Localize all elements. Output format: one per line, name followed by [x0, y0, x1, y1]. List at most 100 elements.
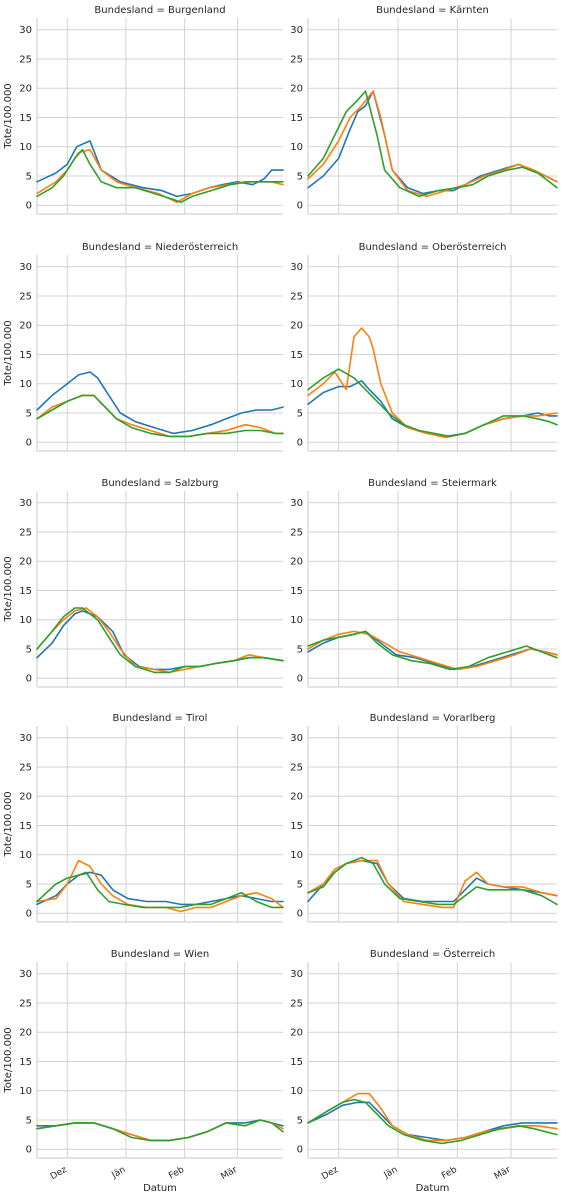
series-line-1 [36, 871, 284, 906]
y-tick-label: 30 [19, 498, 32, 509]
y-tick-label: 5 [297, 1115, 303, 1126]
y-tick-label: 20 [19, 792, 32, 803]
y-tick-label: 25 [19, 54, 32, 65]
x-tick-label: Dez [320, 1165, 340, 1182]
y-tick-label: 5 [297, 171, 303, 182]
y-tick-label: 30 [19, 969, 32, 980]
series-line-3 [36, 394, 284, 438]
y-tick-label: 30 [19, 25, 32, 36]
series-line-2 [307, 327, 558, 439]
y-tick-label: 25 [290, 998, 303, 1009]
series-line-3 [307, 90, 558, 198]
series-line-2 [307, 630, 558, 671]
series-line-3 [307, 1098, 558, 1145]
series-line-2 [307, 1092, 558, 1142]
y-tick-label: 30 [19, 262, 32, 273]
y-tick-label: 30 [290, 733, 303, 744]
y-tick-label: 15 [290, 821, 303, 832]
series-line-1 [307, 90, 558, 195]
series-line-1 [307, 1101, 558, 1142]
y-tick-label: 0 [297, 438, 303, 449]
y-tick-label: 10 [290, 1086, 303, 1097]
y-tick-label: 0 [26, 909, 32, 920]
y-axis-label: Tote/100.000 [3, 1027, 14, 1093]
series-line-1 [36, 371, 284, 435]
y-axis-label: Tote/100.000 [3, 556, 14, 622]
y-tick-label: 0 [26, 201, 32, 212]
y-tick-label: 0 [297, 1145, 303, 1156]
x-tick-label: Mär [493, 1165, 513, 1182]
y-tick-label: 10 [290, 379, 303, 390]
panel-title: Bundesland = Kärnten [376, 5, 489, 16]
series-line-3 [36, 871, 284, 909]
y-tick-label: 15 [19, 821, 32, 832]
y-tick-label: 15 [290, 586, 303, 597]
y-tick-label: 15 [19, 350, 32, 361]
y-tick-label: 10 [19, 615, 32, 626]
series-line-2 [36, 607, 284, 674]
panel-title: Bundesland = Wien [111, 949, 210, 960]
y-tick-label: 25 [19, 291, 32, 302]
y-tick-label: 20 [19, 84, 32, 95]
x-tick-label: Jän [382, 1165, 400, 1181]
y-tick-label: 15 [19, 113, 32, 124]
y-tick-label: 0 [297, 201, 303, 212]
series-line-3 [36, 1119, 284, 1142]
y-tick-label: 5 [297, 879, 303, 890]
series-line-3 [36, 607, 284, 674]
series-line-1 [36, 140, 284, 198]
y-tick-label: 20 [290, 792, 303, 803]
y-tick-label: 20 [19, 321, 32, 332]
y-tick-label: 5 [26, 1115, 32, 1126]
x-axis-label: Datum [143, 1183, 177, 1194]
x-tick-label: Mär [219, 1165, 239, 1182]
y-tick-label: 0 [26, 438, 32, 449]
y-tick-label: 25 [19, 762, 32, 773]
panel-title: Bundesland = Tirol [113, 713, 208, 724]
y-tick-label: 10 [290, 142, 303, 153]
y-tick-label: 25 [290, 527, 303, 538]
y-tick-label: 0 [297, 909, 303, 920]
y-tick-label: 20 [290, 1028, 303, 1039]
y-tick-label: 10 [19, 850, 32, 861]
y-tick-label: 30 [290, 262, 303, 273]
series-line-3 [307, 630, 558, 671]
y-tick-label: 20 [19, 1028, 32, 1039]
y-tick-label: 30 [290, 498, 303, 509]
y-tick-label: 0 [26, 674, 32, 685]
y-tick-label: 0 [297, 674, 303, 685]
y-tick-label: 10 [19, 379, 32, 390]
y-tick-label: 10 [19, 142, 32, 153]
x-tick-label: Jän [110, 1165, 128, 1181]
y-axis-label: Tote/100.000 [3, 791, 14, 857]
y-tick-label: 10 [290, 615, 303, 626]
y-tick-label: 5 [26, 171, 32, 182]
series-line-3 [36, 148, 284, 204]
panel-title: Bundesland = Steiermark [368, 478, 497, 489]
y-tick-label: 25 [19, 998, 32, 1009]
y-tick-label: 5 [297, 408, 303, 419]
y-tick-label: 25 [19, 527, 32, 538]
x-tick-label: Feb [440, 1165, 459, 1182]
series-line-1 [307, 859, 558, 903]
series-line-3 [307, 856, 558, 906]
panel-title: Bundesland = Burgenland [94, 5, 225, 16]
y-tick-label: 30 [290, 969, 303, 980]
panel-title: Bundesland = Vorarlberg [370, 713, 496, 724]
y-tick-label: 15 [290, 1057, 303, 1068]
panel-title: Bundesland = Oberösterreich [359, 242, 507, 253]
y-tick-label: 25 [290, 291, 303, 302]
series-line-2 [307, 90, 558, 198]
panel-title: Bundesland = Salzburg [101, 478, 218, 489]
y-tick-label: 25 [290, 54, 303, 65]
series-line-3 [307, 368, 558, 438]
y-axis-label: Tote/100.000 [3, 320, 14, 386]
y-tick-label: 15 [290, 113, 303, 124]
y-tick-label: 15 [19, 586, 32, 597]
y-tick-label: 20 [290, 84, 303, 95]
x-tick-label: Dez [49, 1165, 69, 1182]
y-tick-label: 5 [26, 408, 32, 419]
y-tick-label: 0 [26, 1145, 32, 1156]
panel-title: Bundesland = Österreich [370, 947, 495, 960]
